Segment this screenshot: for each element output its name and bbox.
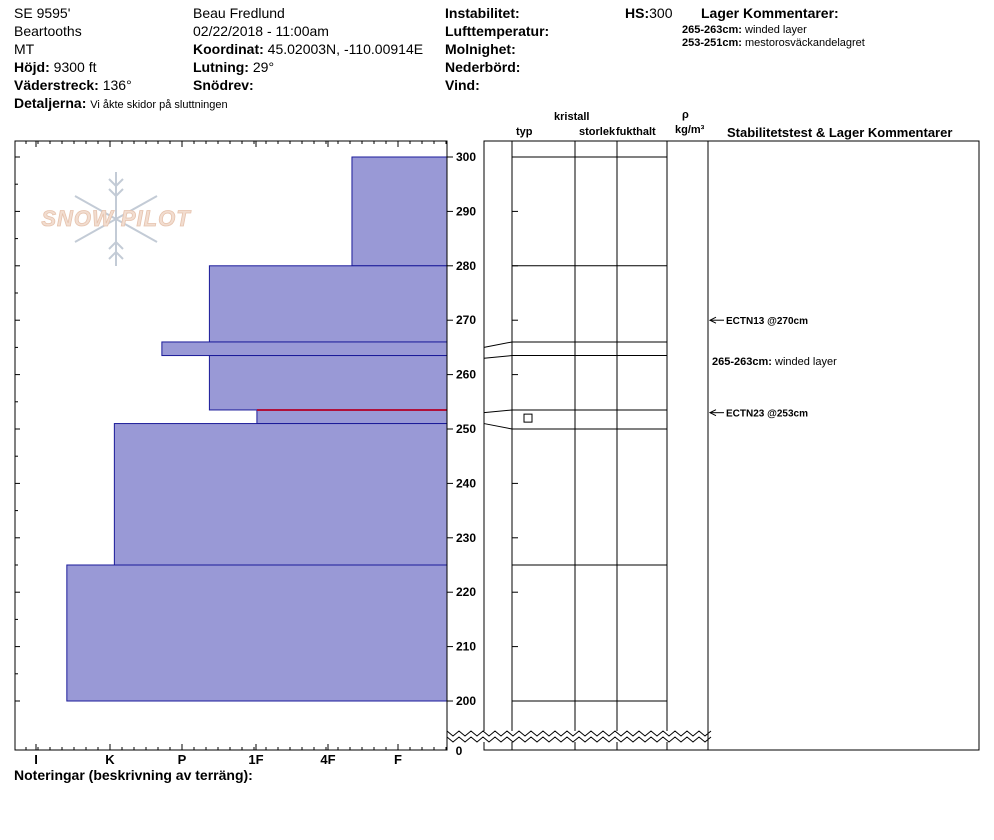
depth-tick-label: 230 bbox=[456, 531, 476, 545]
stability-test-label: ECTN13 @270cm bbox=[726, 316, 808, 327]
grain-symbol-square bbox=[523, 413, 533, 423]
layer-connector-line bbox=[483, 341, 513, 348]
vaderstreck-label: Väderstreck: bbox=[14, 77, 99, 93]
stability-panel-frame bbox=[707, 140, 980, 751]
lager-item: 253-251cm: mestorosväckandelagret bbox=[682, 37, 865, 50]
hs-value: 300 bbox=[649, 5, 673, 21]
col-rho: ρ bbox=[682, 109, 689, 121]
stability-test-label: ECTN23 @253cm bbox=[726, 409, 808, 420]
site-id: SE 9595' bbox=[14, 5, 71, 21]
hardness-tick-label: I bbox=[34, 752, 38, 767]
lager-item-text: mestorosväckandelagret bbox=[745, 37, 865, 49]
layer-connector-line bbox=[483, 409, 513, 414]
detaljerna-value: Vi åkte skidor på sluttningen bbox=[90, 99, 228, 111]
hojd-label: Höjd: bbox=[14, 59, 50, 75]
hs-label: HS: bbox=[625, 5, 650, 21]
hojd-value: 9300 ft bbox=[53, 59, 97, 75]
koordinat-value: 45.02003N, -110.00914E bbox=[267, 41, 424, 57]
depth-tick-label: 280 bbox=[456, 259, 476, 273]
location: Beartooths bbox=[14, 23, 82, 39]
hojd-row: Höjd: 9300 ft bbox=[14, 59, 96, 75]
col-storlek: storlek bbox=[579, 126, 616, 138]
depth-tick-label: 220 bbox=[456, 585, 476, 599]
layer-connector-line bbox=[483, 423, 513, 430]
crystal-table-frame bbox=[483, 140, 709, 751]
lutning-row: Lutning: 29° bbox=[193, 59, 274, 75]
hardness-layer-bar bbox=[208, 265, 448, 343]
depth-break-label: 0 bbox=[456, 744, 463, 758]
lager-title: Lager Kommentarer: bbox=[701, 5, 839, 21]
datetime: 02/22/2018 - 11:00am bbox=[193, 23, 329, 39]
hardness-tick-label: P bbox=[178, 752, 187, 767]
col-density-unit: kg/m³ bbox=[675, 124, 705, 136]
detaljerna-row: Detaljerna: Vi åkte skidor på sluttninge… bbox=[14, 95, 228, 112]
nederbord-label: Nederbörd: bbox=[445, 59, 521, 75]
state: MT bbox=[14, 41, 35, 57]
hs-row: HS:300 bbox=[625, 5, 672, 21]
vaderstreck-value: 136° bbox=[102, 77, 132, 93]
snodrev-label: Snödrev: bbox=[193, 77, 254, 93]
lager-item-text: winded layer bbox=[745, 24, 807, 36]
layer-comment-range: 265-263cm: bbox=[712, 356, 775, 368]
stability-test-arrowhead bbox=[708, 316, 717, 324]
depth-tick-label: 240 bbox=[456, 476, 476, 490]
molnighet-label: Molnighet: bbox=[445, 41, 516, 57]
hardness-tick-label: 4F bbox=[320, 752, 335, 767]
layer-comment-text: winded layer bbox=[774, 356, 837, 368]
stability-test-arrowhead bbox=[708, 409, 717, 417]
lager-item: 265-263cm: winded layer bbox=[682, 24, 807, 37]
depth-tick-label: 260 bbox=[456, 368, 476, 382]
col-fukthalt: fukthalt bbox=[616, 126, 656, 138]
col-stab-title: Stabilitetstest & Lager Kommentarer bbox=[727, 125, 953, 140]
hardness-layer-bar bbox=[208, 355, 448, 411]
hardness-tick-label: F bbox=[394, 752, 402, 767]
koordinat-label: Koordinat: bbox=[193, 41, 264, 57]
depth-tick-label: 300 bbox=[456, 150, 476, 164]
vaderstreck-row: Väderstreck: 136° bbox=[14, 77, 132, 93]
snowflake-logo-icon: SNOW PILOT bbox=[41, 172, 191, 266]
depth-tick-label: 210 bbox=[456, 640, 476, 654]
lager-item-range: 253-251cm: bbox=[682, 37, 742, 49]
depth-tick-label: 200 bbox=[456, 694, 476, 708]
hardness-layer-bar bbox=[161, 341, 448, 357]
col-typ: typ bbox=[516, 126, 533, 138]
axis-break-zigzag bbox=[446, 730, 712, 737]
lutning-label: Lutning: bbox=[193, 59, 249, 75]
layer-connector-line bbox=[483, 355, 513, 359]
vind-label: Vind: bbox=[445, 77, 480, 93]
detaljerna-label: Detaljerna: bbox=[14, 95, 87, 111]
hardness-layer-bar bbox=[66, 564, 448, 702]
lutning-value: 29° bbox=[252, 59, 275, 75]
axis-break-zigzag bbox=[446, 736, 712, 743]
axis-break-band bbox=[448, 731, 708, 742]
hardness-tick-label: K bbox=[105, 752, 115, 767]
koordinat-row: Koordinat: 45.02003N, -110.00914E bbox=[193, 41, 423, 57]
hardness-layer-bar bbox=[351, 156, 448, 267]
depth-tick-label: 270 bbox=[456, 313, 476, 327]
col-kristall: kristall bbox=[554, 111, 590, 123]
layer-comment: 265-263cm: winded layer bbox=[712, 356, 837, 368]
hardness-layer-bar bbox=[256, 409, 448, 425]
snow-pilot-logo-text: SNOW PILOT bbox=[41, 206, 191, 231]
notes-label: Noteringar (beskrivning av terräng): bbox=[14, 767, 253, 783]
hardness-tick-label: 1F bbox=[248, 752, 263, 767]
depth-tick-label: 290 bbox=[456, 204, 476, 218]
instabilitet-label: Instabilitet: bbox=[445, 5, 520, 21]
hardness-layer-bar bbox=[113, 423, 448, 566]
lager-item-range: 265-263cm: bbox=[682, 24, 742, 36]
depth-tick-label: 250 bbox=[456, 422, 476, 436]
lufttemperatur-label: Lufttemperatur: bbox=[445, 23, 550, 39]
observer: Beau Fredlund bbox=[193, 5, 285, 21]
